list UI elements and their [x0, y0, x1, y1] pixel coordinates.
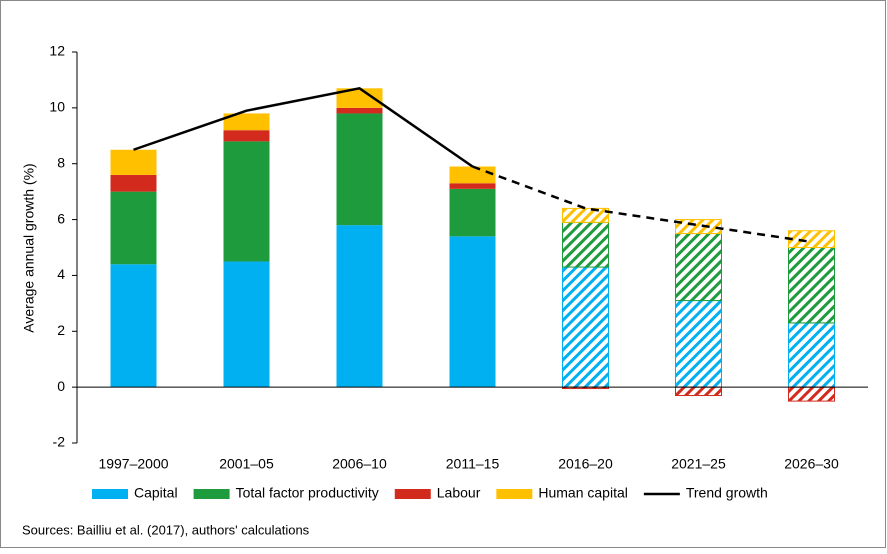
legend-swatch	[92, 489, 128, 499]
y-tick-label: 6	[57, 210, 65, 226]
bar-segment	[449, 166, 496, 184]
bar-segment	[336, 225, 383, 388]
x-tick-label: 2026–30	[784, 456, 839, 472]
bar-segment	[110, 174, 157, 192]
legend-swatch	[193, 489, 230, 499]
y-tick-label: 4	[57, 266, 65, 282]
trend-line	[472, 165, 812, 244]
y-tick-label: 2	[57, 322, 65, 338]
legend-label: Total factor productivity	[236, 485, 379, 501]
y-axis-label: Average annual growth (%)	[21, 163, 37, 332]
y-tick-label: 12	[49, 43, 65, 59]
y-tick-label: 10	[49, 99, 65, 115]
legend-label: Labour	[437, 485, 481, 501]
bar-segment	[223, 130, 270, 142]
y-tick-label: -2	[53, 434, 66, 450]
bar-segment	[336, 88, 383, 108]
x-tick-label: 2001–05	[219, 456, 274, 472]
bar-segment	[675, 233, 722, 302]
x-tick-label: 2011–15	[446, 456, 500, 472]
bar-segment	[110, 264, 157, 388]
bar-segment	[788, 386, 835, 402]
bar-segment	[675, 386, 722, 397]
bar-segment	[675, 300, 722, 388]
x-tick-label: 1997–2000	[98, 456, 168, 472]
bar-segment	[449, 188, 496, 237]
legend-label: Trend growth	[686, 485, 768, 501]
legend-label: Capital	[134, 485, 178, 501]
legend-swatch	[394, 489, 431, 499]
bar-segment	[110, 191, 157, 265]
bar-segment	[336, 113, 383, 226]
bar-segment	[223, 113, 270, 131]
trend-line	[133, 86, 474, 168]
bar-segment	[223, 261, 270, 388]
x-tick-label: 2006–10	[332, 456, 387, 472]
bar-segment	[223, 141, 270, 262]
legend-swatch	[496, 489, 533, 499]
bar-segment	[675, 219, 722, 235]
y-tick-label: 8	[57, 154, 65, 170]
bar-segment	[562, 221, 609, 268]
bar-segment	[562, 207, 609, 223]
x-tick-label: 2016–20	[558, 456, 613, 472]
bar-segment	[336, 107, 383, 114]
bar-segment	[788, 247, 835, 324]
bar-segment	[562, 266, 609, 388]
bar-segment	[788, 322, 835, 388]
y-tick-label: 0	[57, 378, 65, 394]
bar-segment	[110, 149, 157, 175]
x-tick-label: 2021–25	[671, 456, 726, 472]
bar-segment	[449, 183, 496, 189]
legend-label: Human capital	[538, 485, 628, 501]
bar-segment	[449, 236, 496, 388]
source-note: Sources: Bailliu et al. (2017), authors'…	[22, 522, 310, 537]
bar-segment	[788, 230, 835, 249]
